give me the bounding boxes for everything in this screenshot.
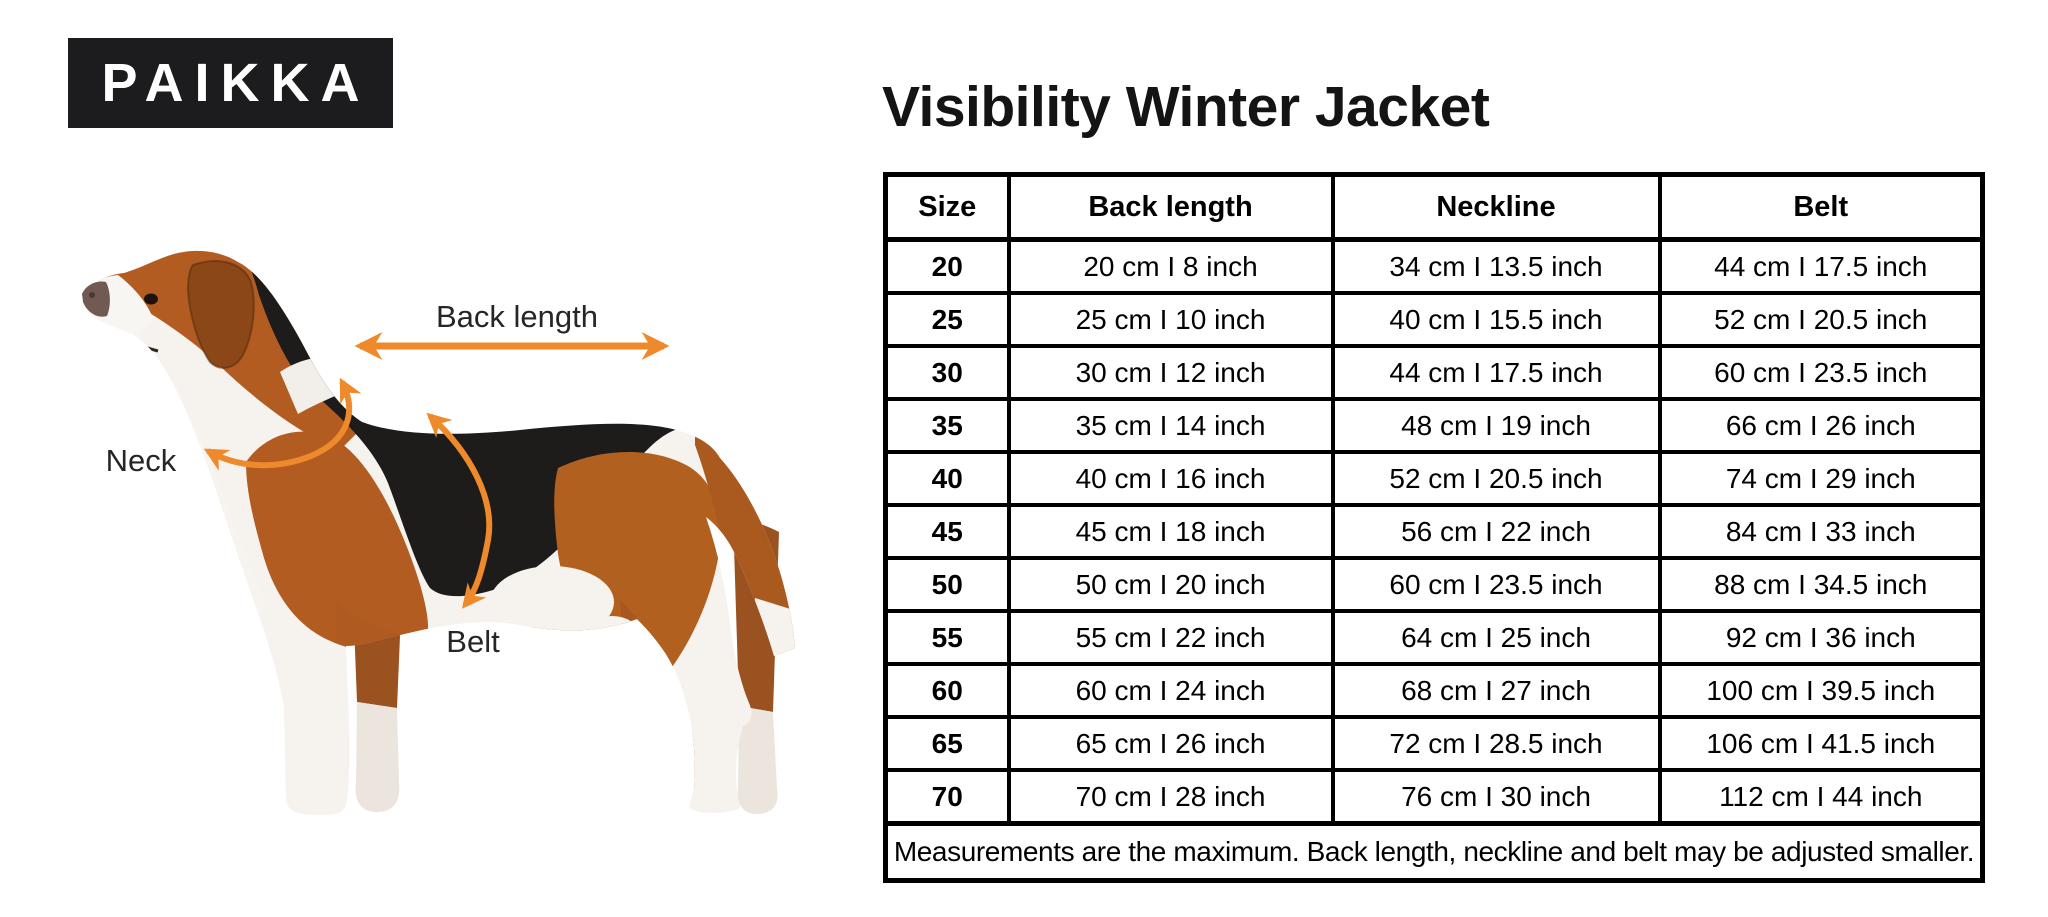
belt-cell: 44 cm I 17.5 inch xyxy=(1657,237,1985,295)
size-cell: 25 xyxy=(883,291,1011,348)
size-cell: 40 xyxy=(883,450,1011,507)
size-table-body: 20 20 cm I 8 inch 34 cm I 13.5 inch 44 cm I… xyxy=(883,237,1985,826)
belt-cell: 52 cm I 20.5 inch xyxy=(1657,291,1985,348)
size-chart-footnote: Measurements are the maximum. Back lengt… xyxy=(883,821,1985,883)
neckline-cell: 44 cm I 17.5 inch xyxy=(1330,344,1662,401)
size-cell: 30 xyxy=(883,344,1011,401)
back-length-cell: 70 cm I 28 inch xyxy=(1006,768,1335,826)
back-length-label: Back length xyxy=(436,299,598,334)
belt-cell: 66 cm I 26 inch xyxy=(1657,397,1985,454)
neckline-cell: 40 cm I 15.5 inch xyxy=(1330,291,1662,348)
size-chart-header-row: Size Back length Neckline Belt xyxy=(883,172,1985,242)
table-row: 30 30 cm I 12 inch 44 cm I 17.5 inch 60 cm … xyxy=(883,344,1985,401)
table-row: 20 20 cm I 8 inch 34 cm I 13.5 inch 44 cm I… xyxy=(883,237,1985,295)
neckline-cell: 56 cm I 22 inch xyxy=(1330,503,1662,560)
paikka-logo-text: PAIKKA xyxy=(101,53,371,113)
back-length-cell: 40 cm I 16 inch xyxy=(1006,450,1335,507)
table-row: 65 65 cm I 26 inch 72 cm I 28.5 inch 106 cm… xyxy=(883,715,1985,772)
size-cell: 65 xyxy=(883,715,1011,772)
size-cell: 50 xyxy=(883,556,1011,613)
belt-cell: 100 cm I 39.5 inch xyxy=(1657,662,1985,719)
belt-cell: 84 cm I 33 inch xyxy=(1657,503,1985,560)
table-row: 45 45 cm I 18 inch 56 cm I 22 inch 84 cm I … xyxy=(883,503,1985,560)
neckline-cell: 72 cm I 28.5 inch xyxy=(1330,715,1662,772)
back-length-cell: 50 cm I 20 inch xyxy=(1006,556,1335,613)
back-length-cell: 30 cm I 12 inch xyxy=(1006,344,1335,401)
header-belt: Belt xyxy=(1657,172,1985,242)
header-size: Size xyxy=(883,172,1011,242)
back-length-cell: 60 cm I 24 inch xyxy=(1006,662,1335,719)
neckline-cell: 68 cm I 27 inch xyxy=(1330,662,1662,719)
belt-arrow xyxy=(426,412,493,609)
size-cell: 20 xyxy=(883,237,1011,295)
table-row: 60 60 cm I 24 inch 68 cm I 27 inch 100 cm I… xyxy=(883,662,1985,719)
size-cell: 45 xyxy=(883,503,1011,560)
back-length-cell: 20 cm I 8 inch xyxy=(1006,237,1335,295)
neckline-cell: 60 cm I 23.5 inch xyxy=(1330,556,1662,613)
header-neckline: Neckline xyxy=(1330,172,1662,242)
table-row: 70 70 cm I 28 inch 76 cm I 30 inch 112 cm I… xyxy=(883,768,1985,826)
neck-label: Neck xyxy=(105,443,177,478)
belt-cell: 92 cm I 36 inch xyxy=(1657,609,1985,666)
header-back-length: Back length xyxy=(1006,172,1335,242)
page-title: Visibility Winter Jacket xyxy=(882,75,1490,139)
size-cell: 35 xyxy=(883,397,1011,454)
table-row: 55 55 cm I 22 inch 64 cm I 25 inch 92 cm I … xyxy=(883,609,1985,666)
belt-cell: 112 cm I 44 inch xyxy=(1657,768,1985,826)
belt-cell: 106 cm I 41.5 inch xyxy=(1657,715,1985,772)
back-length-cell: 55 cm I 22 inch xyxy=(1006,609,1335,666)
paikka-logo: PAIKKA xyxy=(68,38,393,128)
measurement-arrows xyxy=(203,332,670,609)
neckline-cell: 48 cm I 19 inch xyxy=(1330,397,1662,454)
size-cell: 55 xyxy=(883,609,1011,666)
neckline-cell: 52 cm I 20.5 inch xyxy=(1330,450,1662,507)
table-row: 35 35 cm I 14 inch 48 cm I 19 inch 66 cm I … xyxy=(883,397,1985,454)
belt-cell: 60 cm I 23.5 inch xyxy=(1657,344,1985,401)
dog-eye xyxy=(144,293,158,305)
size-chart-table: Size Back length Neckline Belt 20 20 cm I… xyxy=(883,172,1985,883)
neckline-cell: 76 cm I 30 inch xyxy=(1330,768,1662,826)
table-row: 25 25 cm I 10 inch 40 cm I 15.5 inch 52 cm … xyxy=(883,291,1985,348)
back-length-cell: 25 cm I 10 inch xyxy=(1006,291,1335,348)
dog-far-hind-leg xyxy=(733,515,779,814)
table-row: 50 50 cm I 20 inch 60 cm I 23.5 inch 88 cm … xyxy=(883,556,1985,613)
belt-cell: 74 cm I 29 inch xyxy=(1657,450,1985,507)
neckline-cell: 64 cm I 25 inch xyxy=(1330,609,1662,666)
dog-ear xyxy=(186,260,255,369)
size-cell: 70 xyxy=(883,768,1011,826)
size-chart-footnote-row: Measurements are the maximum. Back lengt… xyxy=(883,821,1985,883)
back-length-cell: 35 cm I 14 inch xyxy=(1006,397,1335,454)
back-length-cell: 45 cm I 18 inch xyxy=(1006,503,1335,560)
table-row: 40 40 cm I 16 inch 52 cm I 20.5 inch 74 cm … xyxy=(883,450,1985,507)
dog-nose xyxy=(82,281,110,317)
size-cell: 60 xyxy=(883,662,1011,719)
belt-label: Belt xyxy=(446,624,500,659)
neckline-cell: 34 cm I 13.5 inch xyxy=(1330,237,1662,295)
belt-cell: 88 cm I 34.5 inch xyxy=(1657,556,1985,613)
back-length-cell: 65 cm I 26 inch xyxy=(1006,715,1335,772)
